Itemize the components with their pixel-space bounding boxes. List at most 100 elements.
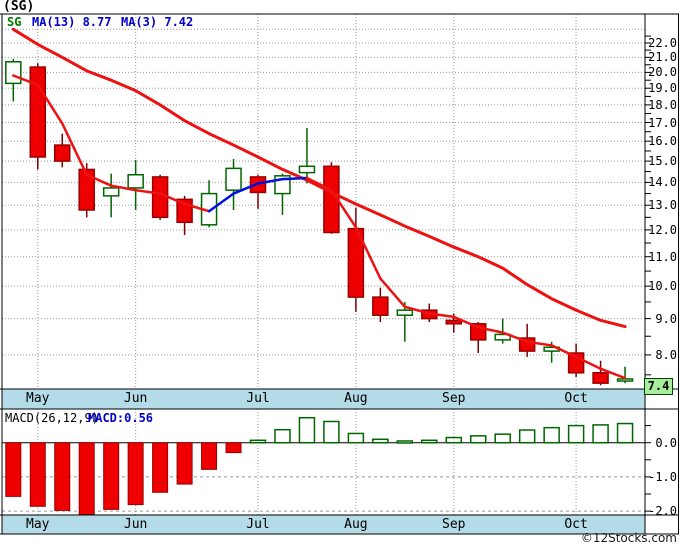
- month-label: Aug: [344, 517, 368, 532]
- price-axis-label: 21.0: [648, 50, 677, 65]
- price-axis-label: 18.0: [648, 97, 677, 112]
- ma13-line: [11, 27, 627, 329]
- macd-bar-negative: [225, 442, 242, 454]
- price-axis-label: 17.0: [648, 115, 677, 130]
- month-label: May: [26, 517, 50, 532]
- month-label: Jul: [246, 391, 270, 406]
- price-axis-label: 20.0: [648, 65, 677, 80]
- macd-bar-negative: [103, 442, 120, 510]
- ma3-segment: [256, 177, 284, 185]
- ma3-segment: [428, 312, 456, 319]
- ma3-segment: [134, 188, 162, 195]
- price-axis-label: 8.0: [655, 347, 677, 362]
- macd-bar-negative: [201, 442, 218, 470]
- price-axis-label: 14.0: [648, 175, 677, 190]
- price-axis-label: 13.0: [648, 198, 677, 213]
- legend-symbol: SG: [7, 15, 22, 29]
- legend-ma13: MA(13) 8.77: [32, 15, 112, 29]
- macd-bar-positive: [249, 439, 267, 444]
- ma3-segment: [12, 74, 40, 87]
- month-label: Oct: [564, 391, 588, 406]
- ma3-segment: [183, 202, 211, 213]
- ma3-segment: [158, 192, 186, 206]
- macd-bar-positive: [274, 428, 291, 444]
- candle-body: [372, 296, 389, 316]
- macd-bar-positive: [347, 432, 365, 444]
- candle-body: [445, 319, 463, 325]
- candle-body: [5, 61, 22, 85]
- month-label: Sep: [442, 517, 466, 532]
- macd-bar-positive: [372, 438, 389, 444]
- macd-bar-negative: [176, 442, 193, 485]
- price-axis-label: 10.0: [648, 279, 677, 294]
- macd-bar-positive: [396, 440, 414, 444]
- month-label: Jun: [123, 517, 148, 532]
- month-label: Jul: [246, 517, 270, 532]
- ma3-segment: [550, 344, 578, 359]
- candle-body: [225, 167, 242, 191]
- candle-body: [53, 144, 71, 162]
- month-band: [2, 389, 645, 409]
- candle-body: [396, 309, 414, 316]
- legend-ma3: MA(3) 7.42: [121, 15, 194, 29]
- macd-bar-negative: [54, 442, 71, 511]
- macd-axis-label: -2.0: [648, 504, 677, 519]
- month-band: [2, 515, 645, 534]
- page-title: (SG): [3, 0, 35, 14]
- ma3-segment: [574, 355, 602, 370]
- macd-label: MACD(26,12,9): [5, 411, 99, 425]
- macd-bar-positive: [518, 429, 536, 444]
- candle-body: [127, 174, 144, 189]
- macd-bar-positive: [616, 422, 634, 444]
- macd-axis-label: 0.0: [655, 435, 677, 450]
- price-axis-label: 11.0: [648, 249, 677, 264]
- ma3-segment: [281, 176, 309, 181]
- month-label: May: [26, 391, 50, 406]
- ma3-segment: [330, 188, 358, 229]
- macd-bar-positive: [445, 436, 463, 444]
- month-label: Sep: [442, 391, 466, 406]
- macd-bar-positive: [421, 439, 438, 444]
- price-axis-label: 15.0: [648, 154, 677, 169]
- ma3-segment: [232, 182, 260, 195]
- candle-body: [494, 333, 511, 341]
- ma3-segment: [525, 340, 553, 347]
- ma3-segment: [305, 176, 333, 192]
- month-label: Oct: [564, 517, 588, 532]
- price-axis-label: 16.0: [648, 134, 677, 149]
- price-axis-label: 9.0: [655, 311, 677, 326]
- ma3-segment: [354, 226, 382, 280]
- macd-bar-positive: [298, 416, 316, 444]
- macd-bar-positive: [469, 435, 487, 444]
- candle-body: [102, 187, 120, 197]
- ma3-segment: [599, 367, 627, 380]
- ma3-segment: [452, 315, 480, 329]
- macd-bar-positive: [543, 426, 560, 444]
- ma3-segment: [476, 326, 504, 334]
- macd-bar-positive: [323, 420, 340, 444]
- macd-bar-negative: [29, 442, 46, 507]
- macd-bar-negative: [152, 442, 169, 493]
- macd-bar-positive: [494, 433, 511, 444]
- macd-bar-negative: [78, 442, 95, 516]
- candle-body: [78, 168, 95, 211]
- macd-bar-negative: [5, 442, 22, 497]
- price-axis-label: 12.0: [648, 222, 677, 237]
- price-axis-label: 22.0: [648, 36, 677, 50]
- month-label: Aug: [344, 391, 368, 406]
- candle-body: [592, 372, 609, 384]
- macd-bar-positive: [567, 424, 585, 444]
- candle-body: [29, 66, 47, 158]
- ma3-segment: [501, 331, 529, 343]
- ma3-segment: [36, 83, 64, 125]
- month-label: Jun: [123, 391, 148, 406]
- candle-body: [298, 165, 316, 174]
- macd-bar-negative: [127, 442, 144, 506]
- macd-value: MACD:0.56: [88, 411, 154, 425]
- watermark: ©12Stocks.com: [580, 531, 677, 545]
- ma3-segment: [60, 122, 88, 177]
- ma3-segment: [85, 173, 113, 187]
- price-axis-label: 19.0: [648, 81, 677, 96]
